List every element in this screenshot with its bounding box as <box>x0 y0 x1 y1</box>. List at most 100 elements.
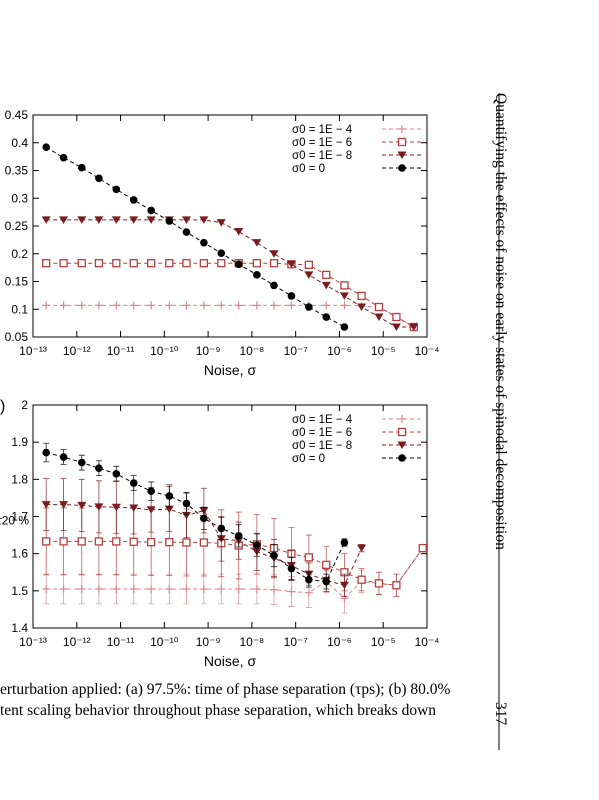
data-point <box>217 249 226 257</box>
legend-marker <box>398 125 406 133</box>
page-number-text: 317 <box>492 702 509 726</box>
data-point <box>112 185 121 194</box>
data-point <box>357 544 367 553</box>
legend-label: σ0 = 0 <box>292 163 325 175</box>
legend-marker <box>398 164 406 172</box>
series-line <box>46 547 424 599</box>
chart-top-panel: 10⁻¹³ 10⁻¹² 10⁻¹¹ 10⁻¹⁰ 10⁻⁹ 10⁻⁸ 10⁻⁷ 10⁻⁶ 10⁻⁵… <box>5 108 440 378</box>
data-point <box>146 216 156 224</box>
data-point <box>409 323 419 332</box>
y-tick-label: 1.6 <box>11 547 28 561</box>
series-line <box>46 219 414 328</box>
y-tick-label: 0.05 <box>5 330 29 344</box>
data-point <box>322 313 331 321</box>
data-point <box>199 259 209 268</box>
data-point <box>199 538 209 547</box>
data-point <box>305 575 313 584</box>
data-point <box>304 553 313 562</box>
x-tick-label: 10⁻¹³ <box>19 635 47 649</box>
data-point <box>322 270 331 279</box>
data-point <box>321 281 331 290</box>
data-point <box>287 564 296 573</box>
data-point <box>340 281 349 290</box>
running-title: Quantifying the effects of noise on earl… <box>492 93 527 550</box>
data-point <box>94 537 104 546</box>
data-point <box>165 217 174 225</box>
data-point <box>77 216 87 224</box>
x-tick-label: 10⁻⁴ <box>415 635 440 649</box>
data-point <box>339 292 349 300</box>
data-point <box>234 532 243 540</box>
data-point <box>112 537 121 546</box>
data-point <box>182 584 191 593</box>
data-point <box>181 511 191 520</box>
data-point <box>252 259 262 268</box>
data-point <box>42 259 51 268</box>
series-filled-circle <box>42 143 349 331</box>
data-point <box>322 577 331 586</box>
data-point <box>111 216 121 224</box>
x-tick-label: 10⁻⁹ <box>196 344 221 358</box>
data-point <box>287 301 296 310</box>
data-point <box>253 541 261 549</box>
data-point <box>199 584 208 593</box>
data-point <box>182 228 191 236</box>
legend-marker <box>397 441 407 449</box>
y-tick-label: 0.1 <box>11 302 28 316</box>
data-point <box>391 323 401 332</box>
data-point <box>42 584 51 593</box>
y-tick-label: 0.45 <box>5 108 29 122</box>
page-number: 317 <box>492 702 527 732</box>
data-point <box>41 216 51 224</box>
data-point <box>41 501 51 509</box>
data-point <box>146 506 156 514</box>
x-tick-label: 10⁻⁶ <box>327 344 352 358</box>
data-point <box>94 503 104 511</box>
x-tick-label: 10⁻¹² <box>63 635 91 649</box>
data-point <box>147 487 155 496</box>
legend-label: σ0 = 1E − 6 <box>292 427 352 439</box>
x-tick-label: 10⁻⁵ <box>371 344 396 358</box>
running-title-text: Quantifying the effects of noise on earl… <box>492 93 509 550</box>
data-point <box>129 584 138 593</box>
data-point <box>269 259 279 268</box>
legend-label: σ0 = 1E − 8 <box>292 440 352 452</box>
data-point <box>270 585 279 594</box>
data-point <box>129 301 138 310</box>
data-point <box>94 301 103 310</box>
data-point <box>59 301 68 310</box>
data-point <box>304 260 313 270</box>
x-tick-label: 10⁻⁴ <box>415 344 440 358</box>
data-point <box>270 301 279 310</box>
data-point <box>112 584 121 593</box>
data-point <box>59 153 68 162</box>
x-tick-label: 10⁻⁵ <box>371 635 396 649</box>
data-point <box>182 259 191 268</box>
data-point <box>147 584 156 593</box>
data-point <box>59 501 69 509</box>
x-tick-label: 10⁻⁷ <box>284 344 308 358</box>
data-point <box>252 584 261 593</box>
data-point <box>94 259 104 268</box>
data-point <box>287 587 296 596</box>
data-point <box>129 216 139 224</box>
data-point <box>95 174 103 183</box>
data-point <box>77 584 86 593</box>
y-tick-label: 0.2 <box>11 247 28 261</box>
data-point <box>77 301 86 310</box>
legend-marker <box>398 454 406 462</box>
y-tick-label: 1.5 <box>11 584 28 598</box>
x-tick-label: 10⁻⁶ <box>327 635 352 649</box>
data-point <box>216 219 226 227</box>
data-point <box>112 301 121 310</box>
data-point <box>165 259 174 268</box>
data-point <box>392 581 401 590</box>
data-point <box>42 448 50 457</box>
y-tick-label: 1.8 <box>11 472 28 486</box>
x-tick-label: 10⁻⁷ <box>284 635 308 649</box>
x-tick-label: 10⁻¹² <box>63 344 91 358</box>
x-tick-label: 10⁻¹⁰ <box>150 344 179 358</box>
data-point <box>147 206 155 215</box>
data-point <box>418 543 427 553</box>
